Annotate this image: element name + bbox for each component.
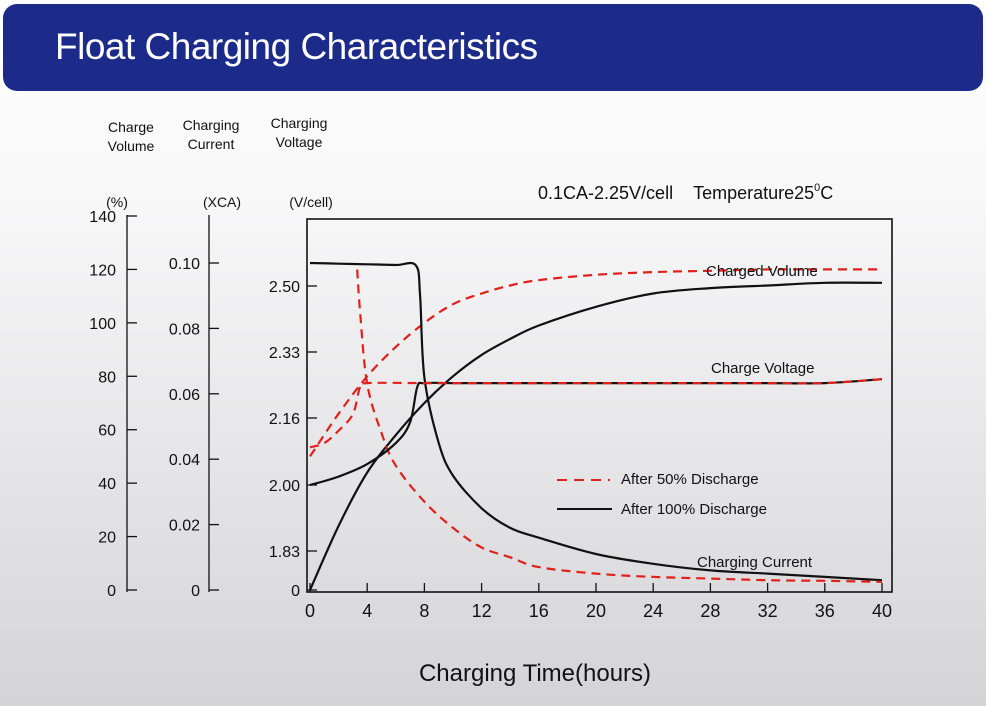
voltage-tick-label: 2.50 — [269, 279, 300, 296]
volume-tick-label: 80 — [98, 369, 116, 386]
volume-tick-label: 100 — [89, 316, 116, 333]
x-tick-label: 36 — [815, 601, 835, 621]
series-line-current-100pct — [309, 261, 883, 582]
current-axis-title-2: Current — [188, 136, 235, 152]
volume-tick-label: 20 — [98, 530, 116, 547]
plot-frame — [306, 218, 893, 593]
current-tick-label: 0.06 — [169, 387, 200, 404]
x-tick-label: 12 — [472, 601, 492, 621]
current-tick-label: 0.02 — [169, 518, 200, 535]
condition-text: 0.1CA-2.25V/cell Temperature250C — [538, 182, 833, 203]
volume-tick-label: 140 — [89, 209, 116, 226]
voltage-axis-title-2: Voltage — [276, 134, 323, 150]
series-line-voltage-100pct — [309, 378, 883, 487]
axis-ticks: 1401201008060402000.100.080.060.040.0202… — [89, 209, 892, 621]
x-tick-label: 32 — [758, 601, 778, 621]
volume-tick-label: 120 — [89, 262, 116, 279]
series-line-volume-100pct — [308, 281, 883, 591]
voltage-tick-label: 2.16 — [269, 411, 300, 428]
annotation-charging-current: Charging Current — [697, 554, 813, 571]
legend-label-50: After 50% Discharge — [621, 471, 759, 488]
series-line-voltage-50pct — [309, 378, 883, 449]
voltage-tick-label: 2.33 — [269, 345, 300, 362]
x-tick-label: 8 — [419, 601, 429, 621]
current-tick-label: 0 — [191, 583, 200, 600]
volume-unit: (%) — [106, 194, 128, 210]
x-tick-label: 0 — [305, 601, 315, 621]
annotation-charged-volume: Charged Volume — [706, 263, 818, 280]
current-tick-label: 0.08 — [169, 321, 200, 338]
voltage-tick-label: 0 — [291, 583, 300, 600]
series-layer — [308, 261, 883, 591]
x-tick-label: 40 — [872, 601, 892, 621]
volume-axis-title-1: Charge — [108, 119, 154, 135]
x-tick-label: 28 — [700, 601, 720, 621]
legend-label-100: After 100% Discharge — [621, 501, 767, 518]
volume-tick-label: 60 — [98, 423, 116, 440]
x-tick-label: 4 — [362, 601, 372, 621]
voltage-axis-title-1: Charging — [271, 115, 328, 131]
x-axis-label: Charging Time(hours) — [419, 660, 651, 687]
volume-axis-title-2: Volume — [108, 138, 155, 154]
current-tick-label: 0.10 — [169, 256, 200, 273]
annotation-charge-voltage: Charge Voltage — [711, 360, 814, 377]
volume-tick-label: 0 — [107, 583, 116, 600]
voltage-tick-label: 2.00 — [269, 478, 300, 495]
volume-tick-label: 40 — [98, 476, 116, 493]
current-unit: (XCA) — [203, 194, 241, 210]
current-tick-label: 0.04 — [169, 452, 200, 469]
current-axis-title-1: Charging — [183, 117, 240, 133]
voltage-unit: (V/cell) — [289, 194, 333, 210]
series-line-current-50pct — [356, 269, 883, 583]
x-tick-label: 16 — [529, 601, 549, 621]
x-tick-label: 24 — [643, 601, 663, 621]
page-title: Float Charging Characteristics — [55, 26, 538, 67]
voltage-tick-label: 1.83 — [269, 544, 300, 561]
header-banner: Float Charging Characteristics — [3, 4, 983, 91]
x-tick-label: 20 — [586, 601, 606, 621]
series-line-volume-50pct — [309, 268, 882, 458]
